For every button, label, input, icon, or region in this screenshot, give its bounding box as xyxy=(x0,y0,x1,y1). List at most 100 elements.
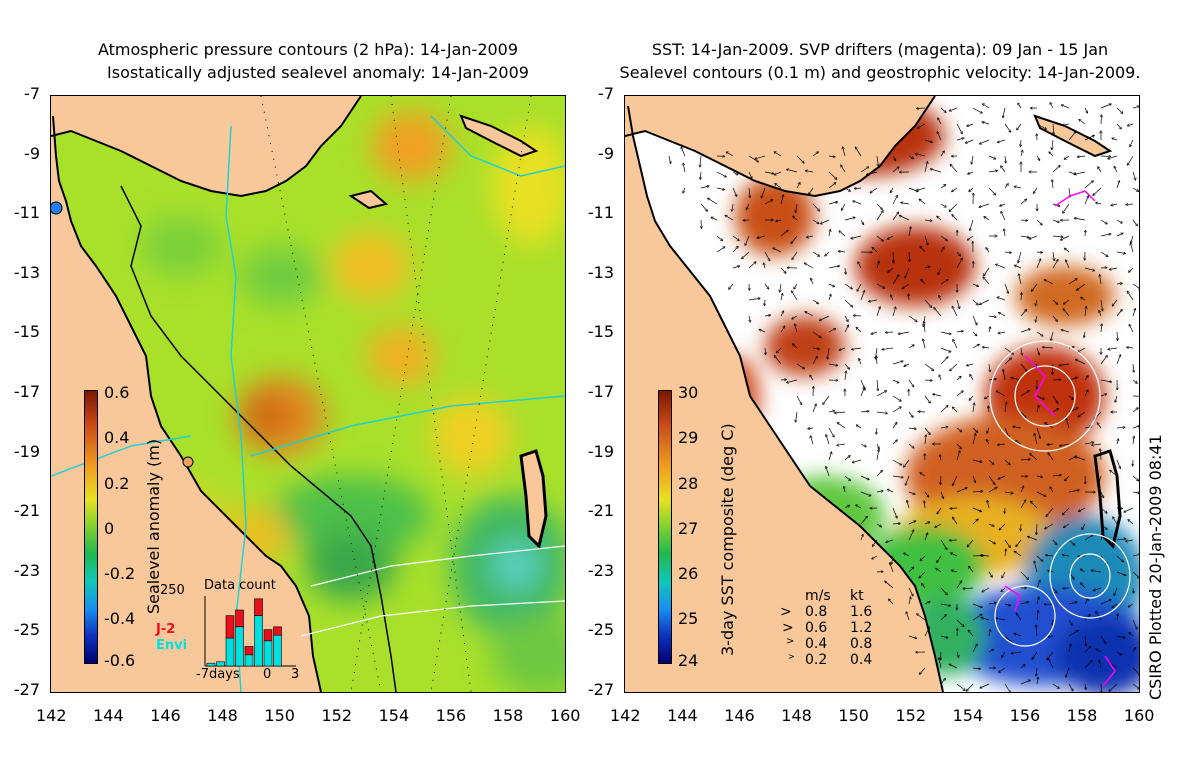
velocity-arrow xyxy=(999,667,1006,672)
velocity-arrow xyxy=(1100,491,1104,498)
lon-tick-label: 154 xyxy=(952,706,984,725)
velocity-arrow xyxy=(968,235,974,240)
velocity-arrow xyxy=(892,523,900,524)
sst-colorbar xyxy=(658,390,672,664)
velocity-arrow xyxy=(969,566,974,573)
velocity-arrow xyxy=(1037,611,1038,621)
velocity-arrow xyxy=(1116,251,1125,254)
lon-tick-label: 148 xyxy=(781,706,812,725)
velocity-arrow xyxy=(1032,283,1038,291)
velocity-arrow xyxy=(1062,105,1070,109)
velocity-arrow xyxy=(920,473,926,477)
velocity-arrow xyxy=(1049,152,1054,157)
velocity-arrow xyxy=(856,147,862,157)
velocity-arrow xyxy=(1036,395,1044,399)
velocity-arrow xyxy=(891,295,894,301)
velocity-arrow xyxy=(999,313,1006,317)
velocity-arrow xyxy=(780,326,785,333)
velocity-arrow xyxy=(1052,315,1057,321)
velocity-arrow xyxy=(807,236,814,237)
velocity-arrow xyxy=(1046,507,1054,516)
velocity-legend-arrow-icon: > xyxy=(782,620,794,636)
velocity-arrow xyxy=(1015,551,1022,557)
velocity-arrow xyxy=(1053,123,1054,134)
sst-colorbar-label: 3-day SST composite (deg C) xyxy=(718,423,737,656)
velocity-arrow xyxy=(876,211,883,221)
velocity-arrow xyxy=(1048,636,1054,637)
velocity-arrow xyxy=(904,459,910,467)
velocity-arrow xyxy=(860,167,869,173)
velocity-arrow xyxy=(828,171,837,179)
velocity-arrow xyxy=(796,411,798,422)
sealevel-colorbar xyxy=(84,390,98,664)
velocity-arrow xyxy=(1020,680,1030,685)
inset-legend-envi: Envi xyxy=(156,638,188,653)
velocity-arrow xyxy=(1115,395,1118,402)
velocity-arrow xyxy=(905,267,910,278)
velocity-arrow xyxy=(1068,602,1077,605)
sealevel-colorbar-tick: -0.6 xyxy=(104,651,136,670)
right-title-line1: SST: 14-Jan-2009. SVP drifters (magenta)… xyxy=(651,40,1109,59)
velocity-arrow xyxy=(748,262,756,269)
velocity-arrow xyxy=(917,614,926,621)
velocity-arrow xyxy=(907,501,910,509)
velocity-arrow xyxy=(972,344,979,349)
velocity-arrow xyxy=(860,219,864,224)
velocity-arrow xyxy=(889,599,894,605)
velocity-arrow xyxy=(892,275,899,285)
sst-map[interactable] xyxy=(624,95,1140,693)
velocity-arrow xyxy=(924,501,925,509)
velocity-arrow xyxy=(919,571,926,578)
velocity-arrow xyxy=(732,171,738,175)
velocity-arrow xyxy=(828,347,830,359)
velocity-arrow xyxy=(886,332,894,333)
velocity-arrow xyxy=(972,459,982,462)
sst-colorbar-tick: 27 xyxy=(678,519,699,538)
velocity-arrow xyxy=(700,186,709,189)
velocity-arrow xyxy=(877,155,878,166)
velocity-arrow xyxy=(700,171,701,179)
velocity-arrow xyxy=(908,345,914,349)
inset-bar-envi xyxy=(273,634,282,667)
lon-tick-label: 144 xyxy=(667,706,698,725)
velocity-arrow xyxy=(1031,502,1038,509)
velocity-arrow xyxy=(972,283,978,286)
velocity-arrow xyxy=(1020,411,1026,418)
velocity-arrow xyxy=(1063,309,1070,317)
velocity-arrow xyxy=(908,155,914,159)
velocity-arrow xyxy=(1015,187,1022,189)
velocity-arrow xyxy=(1100,251,1108,256)
velocity-arrow xyxy=(1020,459,1030,460)
velocity-arrow xyxy=(1093,187,1102,195)
velocity-arrow xyxy=(1116,427,1125,428)
velocity-arrow xyxy=(1096,203,1102,204)
velocity-arrow xyxy=(1084,390,1088,397)
velocity-arrow xyxy=(1020,329,1030,333)
velocity-arrow xyxy=(1074,171,1086,174)
velocity-legend-ms: 0.4 xyxy=(805,636,828,652)
lon-tick-label: 152 xyxy=(321,706,353,725)
velocity-arrow xyxy=(1081,297,1086,301)
velocity-arrow xyxy=(906,475,910,485)
velocity-arrow xyxy=(765,299,766,305)
velocity-arrow xyxy=(1076,359,1086,365)
velocity-arrow xyxy=(891,187,894,193)
velocity-arrow xyxy=(969,395,974,400)
lon-tick-label: 156 xyxy=(435,706,467,725)
velocity-arrow xyxy=(980,139,990,144)
velocity-arrow xyxy=(1131,243,1134,253)
sealevel-anomaly-map[interactable] xyxy=(50,95,566,693)
velocity-arrow xyxy=(1001,212,1006,221)
velocity-arrow xyxy=(854,316,862,317)
velocity-arrow xyxy=(805,263,814,269)
velocity-arrow xyxy=(1020,199,1026,205)
velocity-arrow xyxy=(844,283,852,289)
velocity-arrow xyxy=(876,523,881,527)
velocity-arrow xyxy=(872,248,878,253)
velocity-arrow xyxy=(1124,507,1134,512)
velocity-arrow xyxy=(924,267,930,269)
velocity-arrow xyxy=(940,615,946,621)
lon-tick-label: 158 xyxy=(492,706,524,725)
velocity-arrow xyxy=(1037,678,1038,685)
velocity-arrow xyxy=(1004,184,1008,189)
